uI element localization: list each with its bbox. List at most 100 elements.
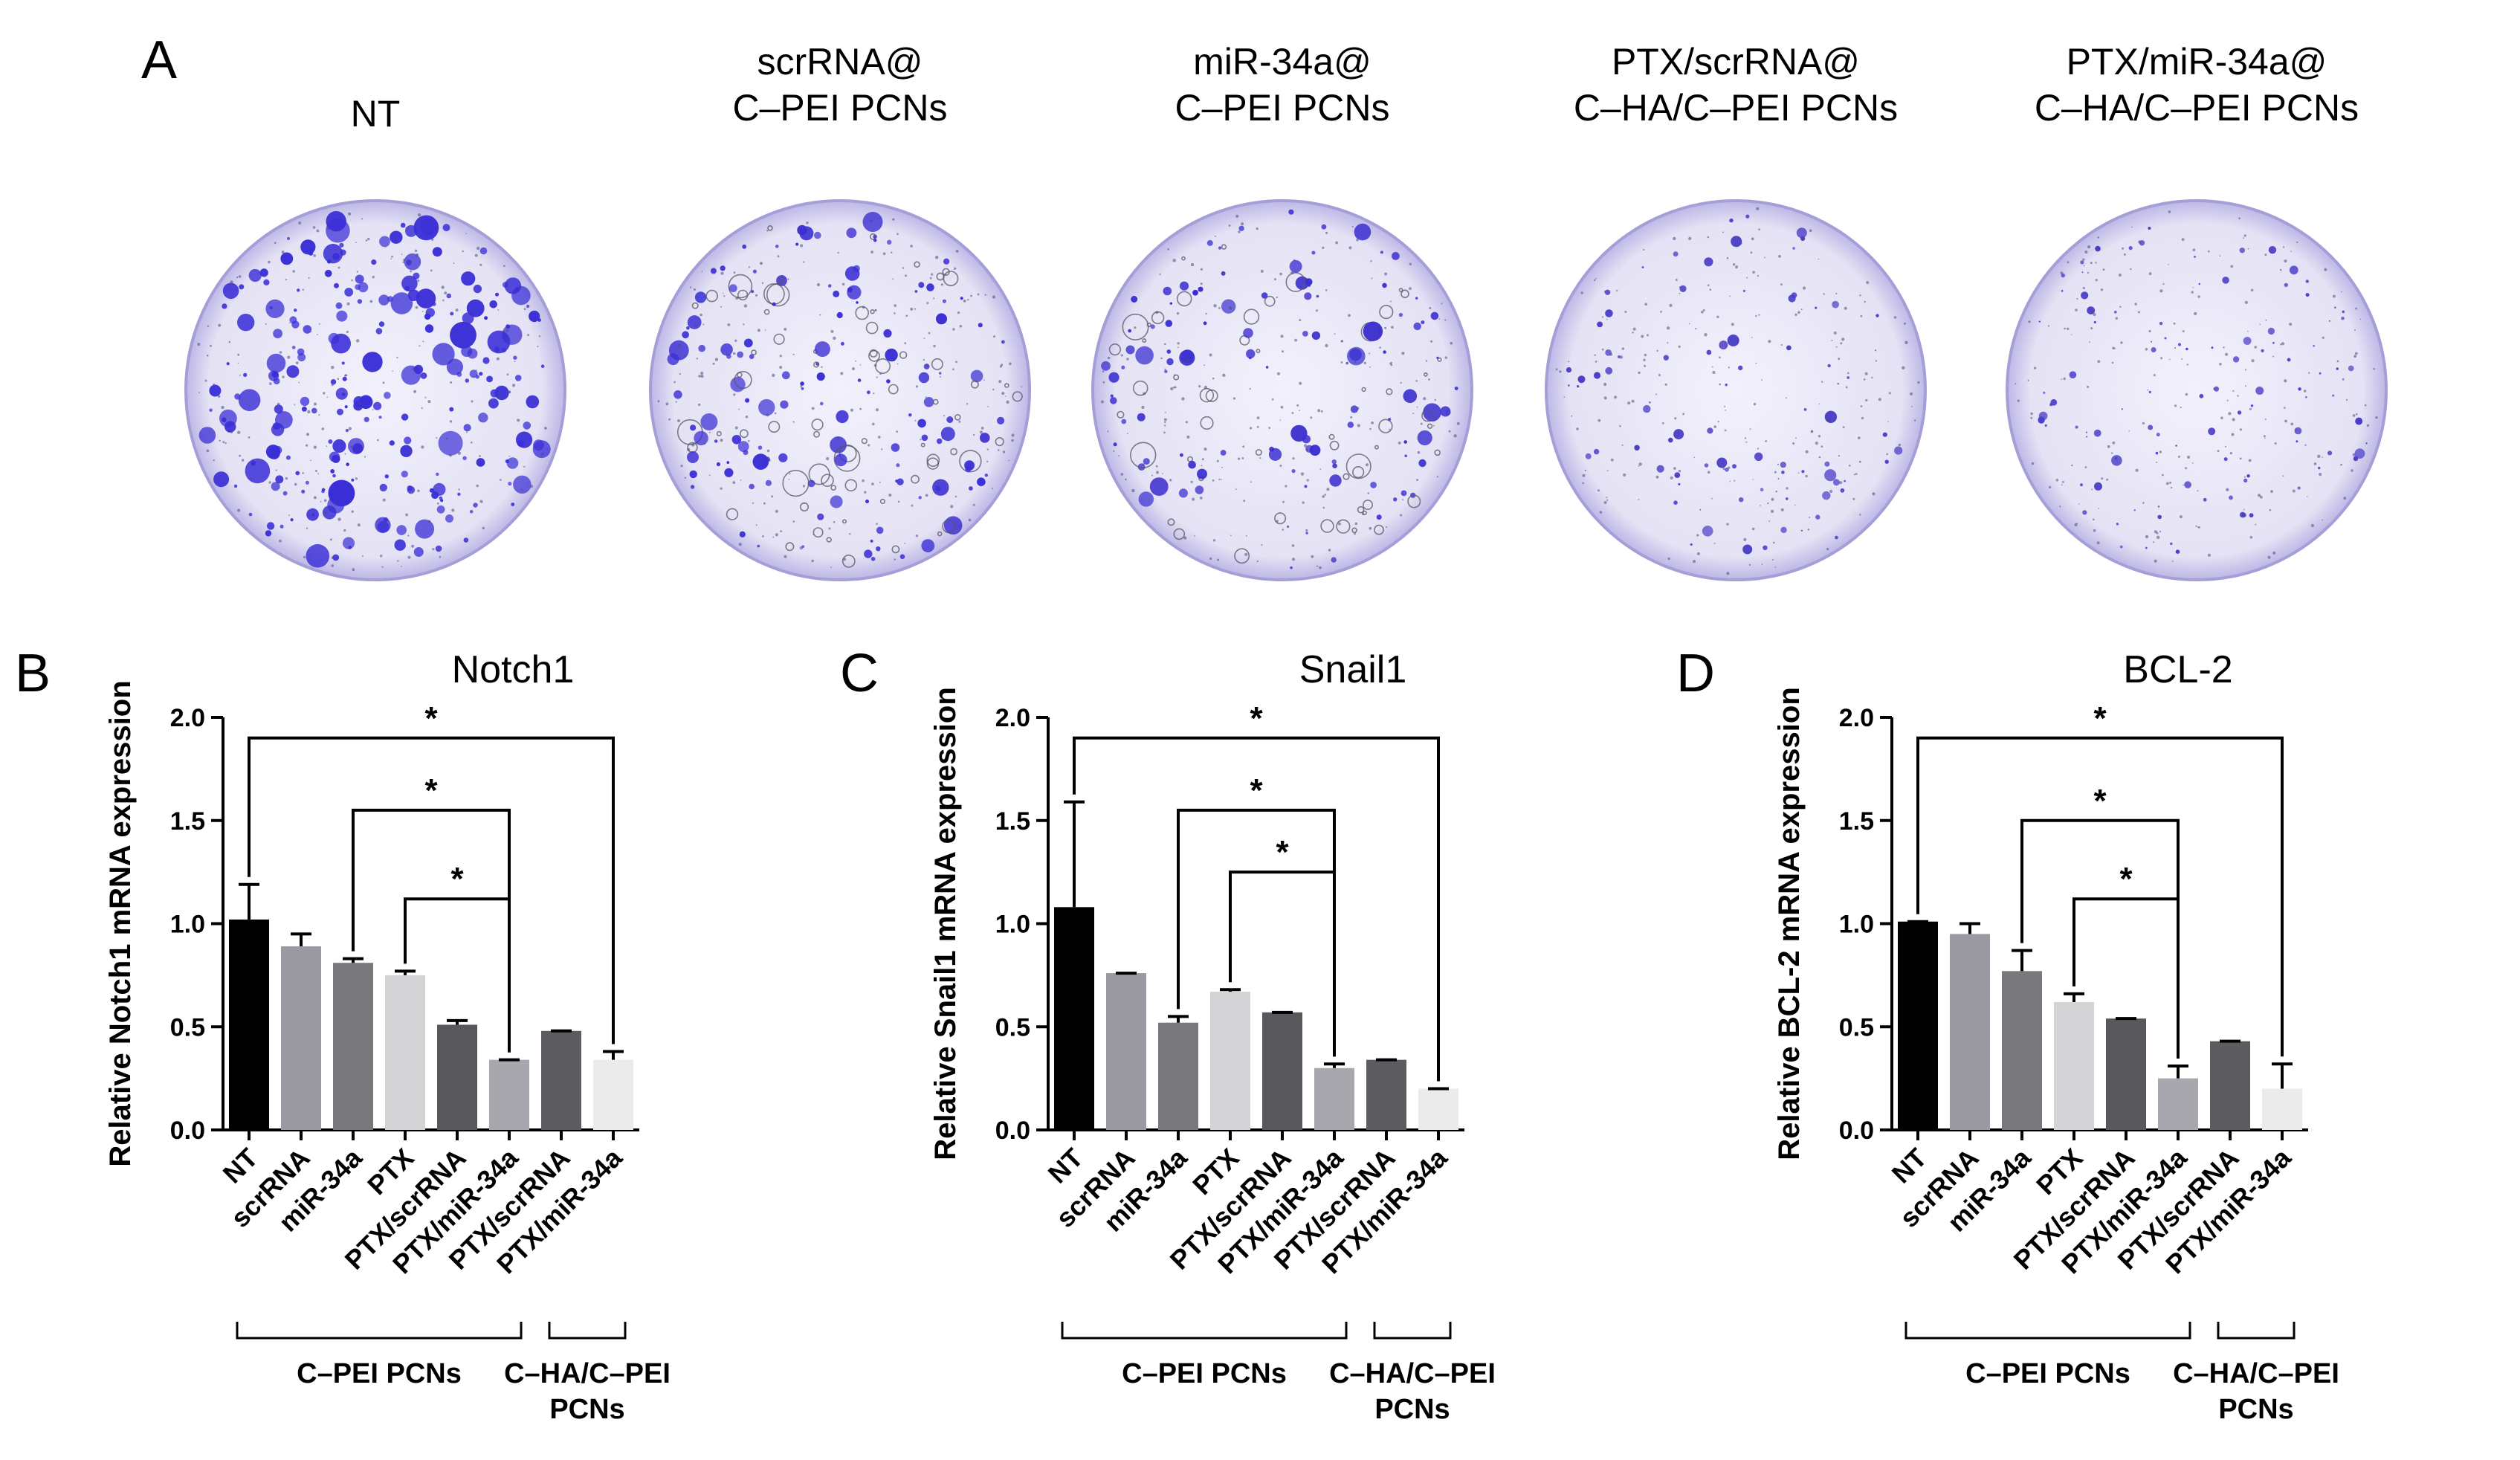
speckle [1644, 353, 1647, 357]
speckle [1818, 435, 1820, 438]
speckle [197, 343, 201, 346]
speckle [1102, 370, 1105, 373]
speckle [797, 231, 799, 233]
bar-4 [2106, 1018, 2146, 1130]
speckle [1740, 242, 1742, 245]
colony [737, 351, 744, 358]
speckle [1384, 326, 1387, 329]
colony-ring [1361, 387, 1366, 393]
speckle [1661, 422, 1664, 424]
speckle [298, 381, 300, 384]
speckle [1695, 328, 1697, 330]
speckle [308, 277, 310, 279]
speckle [303, 555, 306, 559]
well-label-line: PTX/miR-34a@ [2067, 41, 2327, 83]
speckle [1771, 509, 1774, 514]
colony [1291, 469, 1296, 474]
colony [1832, 300, 1840, 309]
speckle [955, 361, 957, 364]
colony [923, 397, 934, 407]
speckle [2154, 559, 2157, 563]
speckle [2290, 422, 2294, 426]
colony [2038, 320, 2041, 323]
bar-4 [1262, 1012, 1302, 1130]
speckle [436, 437, 438, 439]
speckle [414, 249, 418, 252]
speckle [738, 543, 742, 546]
speckle [457, 451, 462, 455]
colony [273, 378, 280, 384]
speckle [1021, 386, 1023, 388]
speckle [1319, 468, 1322, 471]
speckle [2229, 452, 2232, 455]
speckle [1818, 403, 1820, 405]
speckle [2340, 463, 2343, 466]
colony [2086, 436, 2088, 438]
speckle [1134, 326, 1137, 329]
colony [461, 271, 476, 286]
colony-ring [1345, 453, 1372, 479]
colony [1801, 470, 1805, 474]
speckle [1745, 441, 1748, 443]
speckle [1753, 402, 1757, 406]
speckle [295, 361, 299, 365]
colony [378, 416, 382, 419]
speckle [1693, 560, 1696, 563]
colony [479, 247, 488, 255]
colony-ring [1374, 524, 1384, 535]
speckle [1858, 436, 1861, 439]
speckle [2123, 253, 2126, 256]
colony [404, 253, 421, 271]
group-bracket [1373, 1322, 1452, 1340]
speckle [1563, 396, 1566, 398]
speckle [862, 479, 865, 482]
speckle [792, 520, 795, 523]
speckle [2319, 473, 2322, 477]
speckle [514, 361, 516, 363]
speckle [1238, 457, 1241, 460]
speckle [1325, 343, 1328, 348]
speckle [979, 430, 983, 434]
colony [1796, 227, 1807, 239]
group-label: C–PEI PCNs [297, 1358, 462, 1389]
speckle [1441, 303, 1443, 305]
colony [1110, 397, 1117, 404]
colony [891, 357, 896, 361]
speckle [1100, 400, 1104, 404]
colony [266, 522, 275, 530]
speckle [2147, 389, 2149, 391]
colony [2348, 365, 2354, 372]
speckle [1348, 246, 1352, 250]
speckle [931, 273, 934, 276]
colony [1454, 387, 1458, 390]
speckle [213, 459, 215, 462]
colony [846, 227, 857, 239]
colony [456, 372, 462, 377]
speckle [952, 368, 954, 371]
speckle [2223, 346, 2225, 349]
colony [2148, 424, 2154, 430]
speckle [657, 400, 660, 403]
well-4: PTX/miR-34a@C–HA/C–PEI PCNs [2006, 41, 2388, 581]
speckle [1322, 506, 1325, 509]
colony [396, 525, 407, 535]
speckle [2336, 360, 2339, 363]
speckle [1213, 304, 1217, 308]
speckle [350, 445, 354, 449]
speckle [1214, 235, 1216, 237]
colony [2298, 387, 2301, 391]
culture-dish [184, 199, 566, 581]
colony [2081, 291, 2089, 300]
speckle [2156, 535, 2160, 539]
colony [1780, 526, 1787, 534]
colony [311, 407, 317, 414]
colony [2328, 320, 2330, 322]
colony [265, 530, 272, 537]
speckle [204, 379, 207, 382]
speckle [1750, 251, 1753, 254]
group-bracket [236, 1322, 523, 1340]
colony [1729, 218, 1734, 223]
colony [964, 460, 975, 471]
speckle [1107, 430, 1109, 433]
colony [335, 302, 343, 309]
